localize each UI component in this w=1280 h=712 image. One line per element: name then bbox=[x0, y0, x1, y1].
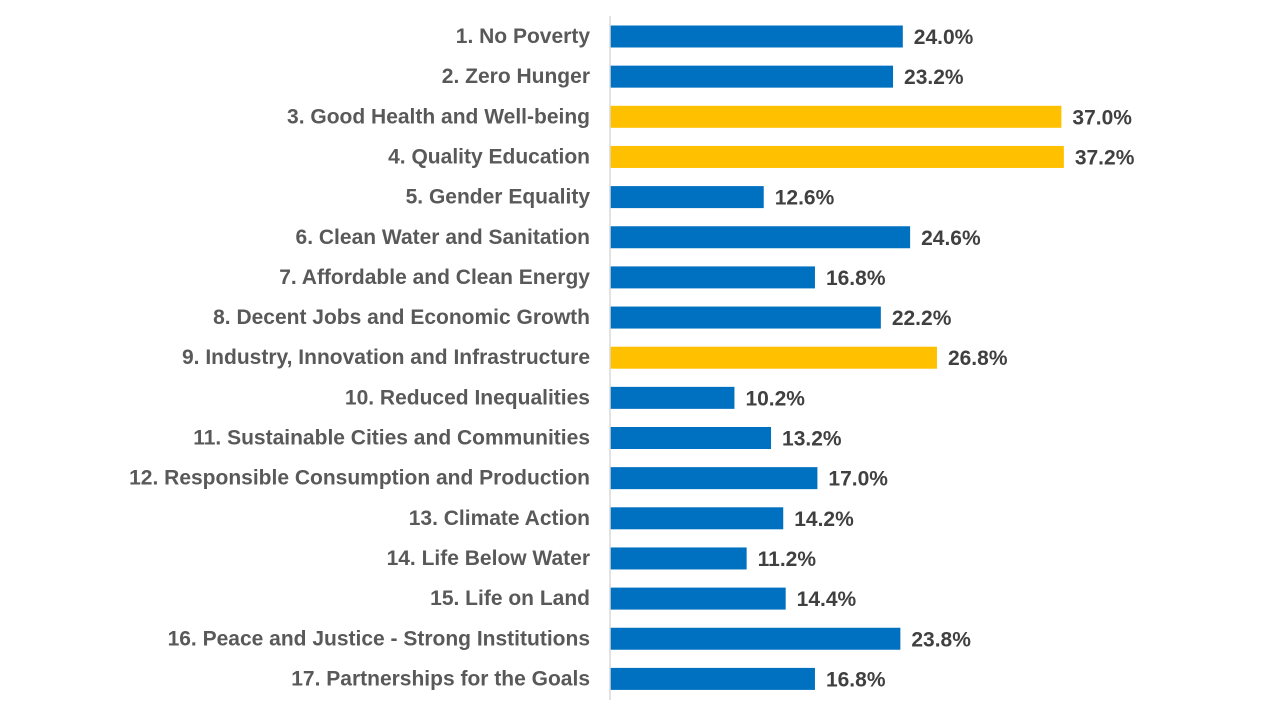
value-label-14: 11.2% bbox=[758, 548, 817, 571]
value-label-13: 14.2% bbox=[794, 508, 854, 531]
category-label-9: 9. Industry, Innovation and Infrastructu… bbox=[182, 346, 590, 369]
bar-11 bbox=[610, 427, 772, 449]
value-label-1: 24.0% bbox=[914, 26, 974, 49]
value-label-3: 37.0% bbox=[1072, 106, 1132, 129]
category-labels: 1. No Poverty 2. Zero Hunger 3. Good Healt… bbox=[129, 25, 590, 690]
value-label-10: 10.2% bbox=[745, 387, 805, 410]
category-label-5: 5. Gender Equality bbox=[406, 186, 591, 209]
bar-4 bbox=[610, 145, 1064, 168]
value-label-9: 26.8% bbox=[948, 347, 1008, 370]
bar-13 bbox=[610, 507, 784, 530]
bar-10 bbox=[610, 386, 735, 409]
bar-1 bbox=[610, 25, 903, 48]
category-label-1: 1. No Poverty bbox=[456, 25, 591, 48]
bar-6 bbox=[610, 226, 911, 249]
bar-2 bbox=[610, 65, 894, 88]
value-label-12: 17.0% bbox=[828, 468, 888, 491]
value-label-11: 13.2% bbox=[782, 428, 842, 451]
category-label-16: 16. Peace and Justice - Strong Instituti… bbox=[168, 627, 590, 650]
category-label-3: 3. Good Health and Well-being bbox=[287, 105, 590, 128]
category-label-11: 11. Sustainable Cities and Communities bbox=[193, 427, 590, 450]
category-label-4: 4. Quality Education bbox=[388, 145, 590, 168]
value-label-15: 14.4% bbox=[797, 588, 857, 611]
bar-15 bbox=[610, 587, 786, 610]
value-label-8: 22.2% bbox=[892, 307, 952, 330]
category-label-17: 17. Partnerships for the Goals bbox=[291, 667, 590, 690]
bar-3 bbox=[610, 105, 1062, 128]
category-label-14: 14. Life Below Water bbox=[387, 547, 590, 570]
category-label-15: 15. Life on Land bbox=[430, 587, 590, 610]
bar-12 bbox=[610, 467, 818, 490]
bar-7 bbox=[610, 266, 815, 289]
bar-16 bbox=[610, 627, 901, 650]
value-label-7: 16.8% bbox=[826, 267, 886, 290]
category-label-13: 13. Climate Action bbox=[409, 507, 590, 530]
value-label-5: 12.6% bbox=[775, 187, 835, 210]
category-label-2: 2. Zero Hunger bbox=[442, 65, 590, 88]
category-label-10: 10. Reduced Inequalities bbox=[345, 386, 590, 409]
value-label-17: 16.8% bbox=[826, 668, 886, 691]
category-label-12: 12. Responsible Consumption and Producti… bbox=[129, 467, 590, 490]
bar-14 bbox=[610, 547, 747, 570]
value-label-4: 37.2% bbox=[1075, 146, 1135, 169]
bar-17 bbox=[610, 667, 815, 690]
bar-9 bbox=[610, 346, 937, 369]
value-labels: 24.0% 23.2% 37.0% 37.2% 12.6% 24.6% 16.8% 22.2%… bbox=[745, 26, 1134, 691]
bar-5 bbox=[610, 186, 764, 209]
bar-8 bbox=[610, 306, 881, 329]
bars-layer bbox=[610, 25, 1064, 690]
value-label-6: 24.6% bbox=[921, 227, 981, 250]
value-label-2: 23.2% bbox=[904, 66, 964, 89]
value-label-16: 23.8% bbox=[911, 628, 971, 651]
category-label-6: 6. Clean Water and Sanitation bbox=[296, 226, 590, 249]
category-label-8: 8. Decent Jobs and Economic Growth bbox=[213, 306, 590, 329]
category-label-7: 7. Affordable and Clean Energy bbox=[279, 266, 590, 289]
